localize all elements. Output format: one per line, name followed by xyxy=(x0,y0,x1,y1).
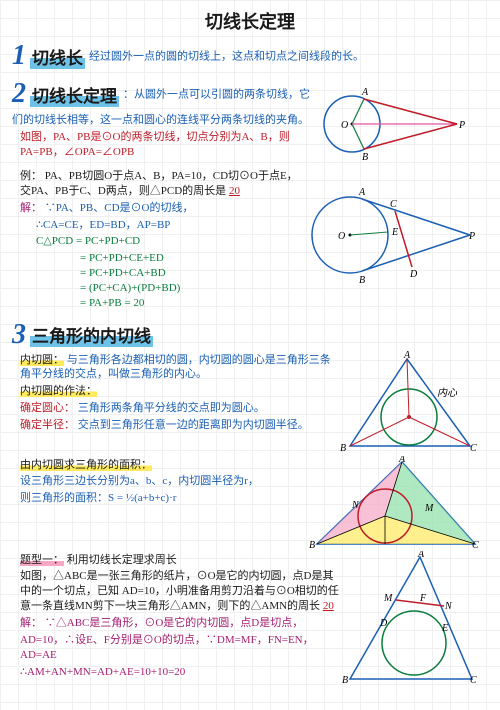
svg-text:A: A xyxy=(417,551,425,560)
svg-text:B: B xyxy=(309,540,315,551)
sec2-red-note: 如图，PA、PB是⊙O的两条切线，切点分别为A、B，则PA=PB，∠OPA=∠O… xyxy=(20,130,312,160)
svg-text:D: D xyxy=(379,618,388,629)
svg-text:O: O xyxy=(341,120,348,131)
solve-3: C△PCD = PC+PD+CD xyxy=(36,234,302,249)
diagram-problem: A B C M N D F E xyxy=(342,551,482,686)
svg-text:B: B xyxy=(342,675,348,686)
page-title: 切线长定理 xyxy=(12,8,488,34)
svg-text:B: B xyxy=(362,152,368,163)
svg-text:C: C xyxy=(470,675,477,686)
p2b-body: 交点到三角形任意一边的距离即为内切圆半径。 xyxy=(78,419,309,431)
svg-text:E: E xyxy=(391,227,398,238)
svg-text:A: A xyxy=(361,87,369,98)
svg-text:A: A xyxy=(398,456,406,465)
q-label: 题型一： xyxy=(20,554,64,566)
svg-text:B: B xyxy=(340,443,346,454)
solve-4: = PC+PD+CE+ED xyxy=(80,251,302,266)
svg-text:A: A xyxy=(403,351,411,361)
solve-5: = PC+PD+CA+BD xyxy=(80,266,302,281)
section-2: 2 切线长定理 ：从圆外一点可以引圆的两条切线，它们的切线长相等，这一点和圆心的… xyxy=(12,78,488,313)
sec2-heading: 切线长定理 xyxy=(30,82,119,107)
sec1-desc: 经过圆外一点的圆的切线上，这点和切点之间线段的长。 xyxy=(89,51,364,63)
p2a-body: 三角形两条角平分线的交点即为圆心。 xyxy=(78,402,265,414)
q-title: 利用切线长定理求周长 xyxy=(67,554,177,566)
sec3-num: 3 xyxy=(12,319,26,351)
p3-body1: 设三角形三边长分别为a、b、c，内切圆半径为r， xyxy=(20,474,307,489)
svg-text:M: M xyxy=(424,503,434,514)
diagram-tangent-2: A B O P C D E xyxy=(302,177,477,297)
svg-text:P: P xyxy=(458,120,465,131)
a3: ∴AM+AN+MN=AD+AE=10+10=20 xyxy=(20,665,342,680)
p1-label: 内切圆： xyxy=(20,354,64,366)
p2-label: 内切圆的作法： xyxy=(20,385,97,397)
diagram-incircle-1: A B C 内心 xyxy=(332,351,482,456)
section-1: 1 切线长 经过圆外一点的圆的切线上，这点和切点之间线段的长。 xyxy=(12,40,488,72)
p2a-label: 确定圆心： xyxy=(20,402,75,414)
a1: ∵△ABC是三角形，⊙O是它的内切圆，点D是切点， xyxy=(45,617,304,629)
p3-body2: 则三角形的面积：S = ½(a+b+c)·r xyxy=(20,491,307,506)
p2b-label: 确定半径： xyxy=(20,419,75,431)
svg-text:C: C xyxy=(472,540,479,551)
sec3-heading: 三角形的内切线 xyxy=(30,322,153,347)
svg-text:P: P xyxy=(468,231,475,242)
a-label: 解： xyxy=(20,617,42,629)
solve-2: ∴CA=CE，ED=BD，AP=BP xyxy=(36,218,302,233)
svg-text:C: C xyxy=(390,199,397,210)
diagram-tangent-1: A B O P xyxy=(312,82,467,167)
a2: AD=10，∴设E、F分别是⊙O的切点，∵DM=MF，FN=EN，AD=AE xyxy=(20,633,342,663)
q-answer: 20 xyxy=(323,600,334,612)
solve-label: 解： xyxy=(20,202,42,214)
q-body: 如图，△ABC是一张三角形的纸片，⊙O是它的内切圆，点D是其中的一个切点，已知 … xyxy=(20,570,339,612)
ex-body: PA、PB切圆O于点A、B，PA=10，CD切⊙O于点E，交PA、PB于C、D两… xyxy=(20,170,298,197)
svg-text:N: N xyxy=(444,601,453,612)
sec1-num: 1 xyxy=(12,40,26,72)
svg-text:C: C xyxy=(470,443,477,454)
solve-1: ∵PA、PB、CD是⊙O的切线， xyxy=(45,202,194,214)
svg-text:D: D xyxy=(409,269,418,280)
incenter-label: 内心 xyxy=(437,387,458,399)
sec1-heading: 切线长 xyxy=(30,44,85,69)
section-3: 3 三角形的内切线 内切圆： 与三角形各边都相切的圆，内切圆的圆心是三角形三条角… xyxy=(12,319,488,686)
ex-label: 例： xyxy=(20,170,42,182)
p3-label: 由内切圆求三角形的面积： xyxy=(20,459,152,471)
ex-answer: 20 xyxy=(229,185,240,197)
svg-text:A: A xyxy=(358,187,366,198)
svg-text:O: O xyxy=(338,231,345,242)
solve-7: = PA+PB = 20 xyxy=(80,296,302,311)
diagram-area: A B C M N xyxy=(307,456,482,551)
svg-text:F: F xyxy=(419,593,427,604)
solve-6: = (PC+CA)+(PD+BD) xyxy=(80,281,302,296)
svg-text:E: E xyxy=(441,623,448,634)
svg-text:N: N xyxy=(351,500,360,511)
svg-text:M: M xyxy=(383,593,393,604)
svg-text:B: B xyxy=(359,275,365,286)
sec2-num: 2 xyxy=(12,78,26,110)
p1-body: 与三角形各边都相切的圆，内切圆的圆心是三角形三条角平分线的交点，叫做三角形的内心… xyxy=(20,354,331,381)
